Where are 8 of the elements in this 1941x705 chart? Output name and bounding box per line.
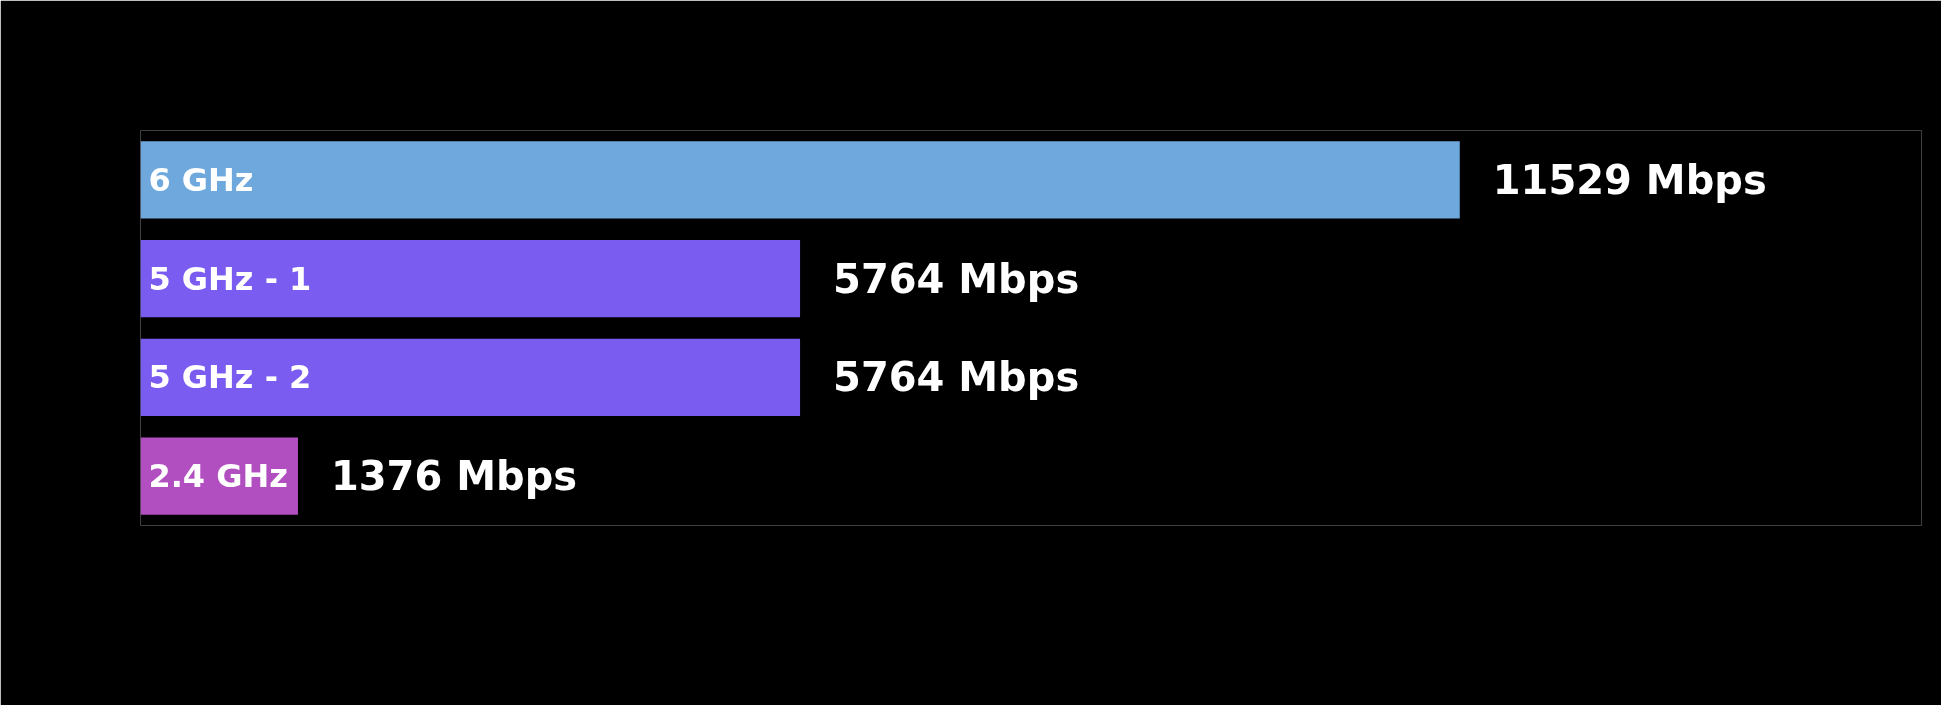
data-label: 11529 Mbps	[1492, 156, 1767, 203]
data-label: 1376 Mbps	[330, 453, 578, 500]
y-tick-label: 6 GHz	[148, 160, 254, 199]
y-tick-label: 2.4 GHz	[148, 457, 288, 496]
data-label: 5764 Mbps	[833, 255, 1080, 302]
y-tick-label: 5 GHz - 1	[148, 259, 312, 298]
y-tick-label: 5 GHz - 2	[148, 358, 312, 397]
data-label: 5764 Mbps	[833, 354, 1080, 401]
